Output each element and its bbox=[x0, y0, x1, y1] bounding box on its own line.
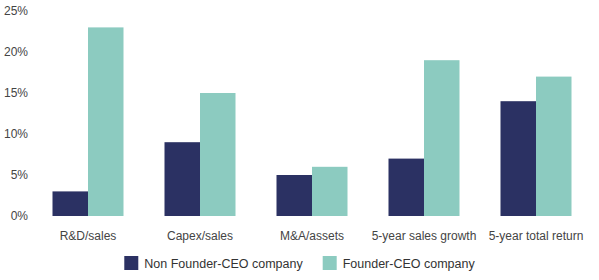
y-tick-label: 0% bbox=[11, 209, 29, 223]
x-tick-label: 5-year sales growth bbox=[372, 229, 477, 243]
chart: 0% 5% 10% 15% 20% 25% R&D/sales Capex/sales M&A/… bbox=[0, 0, 599, 280]
bar bbox=[277, 175, 313, 216]
x-tick-label: 5-year total return bbox=[489, 229, 584, 243]
y-tick-label: 5% bbox=[11, 168, 29, 182]
bar bbox=[200, 93, 236, 216]
y-tick-label: 15% bbox=[4, 86, 28, 100]
x-tick-label: M&A/assets bbox=[280, 229, 344, 243]
legend-swatch bbox=[124, 256, 138, 270]
bar bbox=[501, 101, 537, 216]
x-tick-label: Capex/sales bbox=[167, 229, 233, 243]
x-tick-label: R&D/sales bbox=[60, 229, 117, 243]
y-tick-label: 10% bbox=[4, 127, 28, 141]
bar bbox=[536, 77, 572, 216]
bar bbox=[53, 191, 89, 216]
bar bbox=[312, 167, 348, 216]
bars bbox=[53, 27, 572, 216]
bar bbox=[389, 159, 425, 216]
legend-label: Non Founder-CEO company bbox=[144, 257, 303, 271]
legend-swatch bbox=[323, 256, 337, 270]
legend: Non Founder-CEO company Founder-CEO compa… bbox=[124, 256, 475, 271]
y-tick-label: 20% bbox=[4, 45, 28, 59]
legend-label: Founder-CEO company bbox=[343, 257, 476, 271]
y-tick-label: 25% bbox=[4, 4, 28, 18]
bar bbox=[424, 60, 460, 216]
bar bbox=[165, 142, 201, 216]
bar bbox=[88, 27, 124, 216]
